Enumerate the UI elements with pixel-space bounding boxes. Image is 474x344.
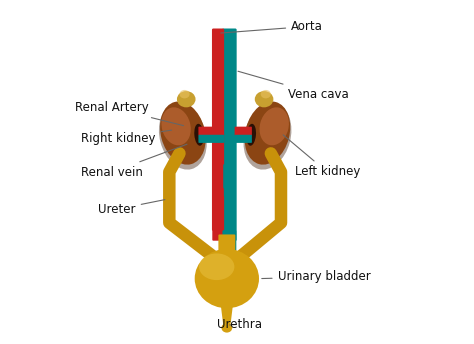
FancyBboxPatch shape: [235, 135, 252, 143]
Text: Renal Artery: Renal Artery: [74, 101, 183, 126]
Text: Urinary bladder: Urinary bladder: [262, 270, 370, 283]
FancyBboxPatch shape: [199, 135, 224, 143]
FancyBboxPatch shape: [219, 235, 235, 254]
Text: Ureter: Ureter: [98, 200, 165, 216]
Ellipse shape: [245, 101, 290, 165]
Ellipse shape: [159, 103, 207, 170]
FancyBboxPatch shape: [212, 188, 224, 241]
Ellipse shape: [160, 101, 206, 165]
Ellipse shape: [177, 91, 196, 107]
Ellipse shape: [199, 254, 234, 280]
FancyBboxPatch shape: [226, 171, 233, 197]
Text: Renal vein: Renal vein: [82, 144, 187, 179]
FancyBboxPatch shape: [212, 29, 224, 231]
Ellipse shape: [260, 107, 289, 145]
Ellipse shape: [246, 124, 256, 146]
Text: Left kidney: Left kidney: [283, 135, 360, 179]
Ellipse shape: [180, 90, 190, 98]
Ellipse shape: [221, 323, 232, 333]
Ellipse shape: [261, 90, 271, 98]
Text: Aorta: Aorta: [221, 20, 323, 33]
Text: Urethra: Urethra: [217, 318, 262, 331]
FancyBboxPatch shape: [223, 164, 230, 197]
FancyBboxPatch shape: [215, 178, 222, 210]
Ellipse shape: [195, 249, 259, 308]
Text: Vena cava: Vena cava: [238, 71, 348, 101]
Ellipse shape: [161, 107, 191, 145]
FancyBboxPatch shape: [213, 171, 220, 210]
Ellipse shape: [255, 91, 273, 107]
Ellipse shape: [244, 103, 292, 170]
Ellipse shape: [194, 124, 204, 146]
Text: Right kidney: Right kidney: [82, 130, 172, 145]
Polygon shape: [221, 305, 233, 327]
FancyBboxPatch shape: [235, 127, 252, 136]
FancyBboxPatch shape: [222, 29, 237, 241]
FancyBboxPatch shape: [222, 230, 237, 251]
FancyBboxPatch shape: [199, 127, 214, 136]
